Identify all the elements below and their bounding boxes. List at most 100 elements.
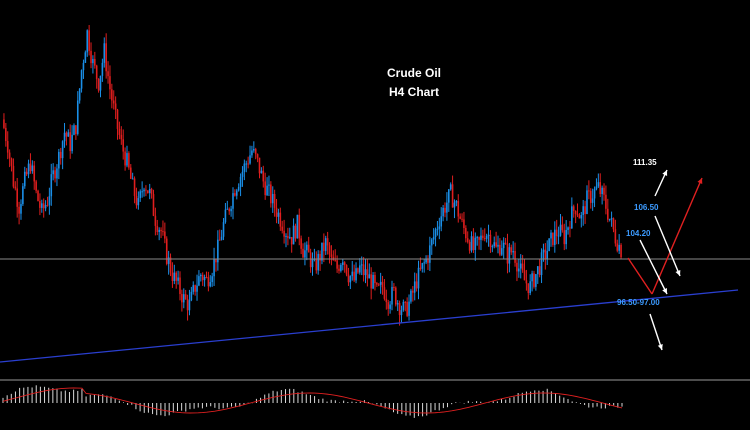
candle-body-166 xyxy=(317,253,319,271)
candle-body-101 xyxy=(194,285,196,292)
candle-body-38 xyxy=(75,125,77,134)
candle-body-216 xyxy=(412,290,414,293)
candle-body-289 xyxy=(550,232,552,239)
candle-body-89 xyxy=(171,272,174,282)
candle-body-100 xyxy=(192,285,195,292)
candle-body-299 xyxy=(569,227,571,229)
candle-body-252 xyxy=(480,235,482,240)
candle-body-103 xyxy=(198,276,200,286)
candle-body-126 xyxy=(241,171,244,177)
candle-body-178 xyxy=(340,264,342,271)
candle-body-153 xyxy=(292,225,295,245)
candle-body-310 xyxy=(589,190,592,203)
macd-signal-line xyxy=(2,387,623,414)
candle-body-275 xyxy=(523,270,526,281)
candle-body-132 xyxy=(253,149,255,151)
candle-body-254 xyxy=(483,238,486,240)
candle-body-323 xyxy=(614,229,617,244)
candle-body-99 xyxy=(190,291,193,301)
candle-body-259 xyxy=(493,242,496,247)
candle-body-88 xyxy=(169,257,172,273)
candle-body-218 xyxy=(415,281,418,289)
candle-body-217 xyxy=(413,281,416,293)
candle-body-270 xyxy=(514,250,516,263)
candle-body-85 xyxy=(164,231,166,239)
candle-body-30 xyxy=(59,151,62,159)
candle-body-276 xyxy=(525,280,528,284)
candle-body-148 xyxy=(283,230,285,237)
candle-body-180 xyxy=(343,262,346,266)
candle-body-121 xyxy=(232,193,234,209)
candle-body-78 xyxy=(150,188,153,195)
candle-body-118 xyxy=(226,208,229,210)
candle-body-308 xyxy=(586,190,588,214)
candle-body-320 xyxy=(608,218,611,220)
candle-body-183 xyxy=(349,276,352,283)
candle-body-322 xyxy=(612,218,615,230)
candle-body-176 xyxy=(336,260,338,269)
candle-body-228 xyxy=(434,229,437,238)
candle-body-3 xyxy=(8,152,11,159)
candle-body-282 xyxy=(536,266,539,275)
candle-body-113 xyxy=(217,239,219,263)
candle-body-175 xyxy=(334,260,337,262)
candle-body-234 xyxy=(446,202,448,213)
candle-body-46 xyxy=(90,50,92,64)
candle-body-204 xyxy=(389,304,391,309)
candle-body-10 xyxy=(22,186,24,205)
candle-body-66 xyxy=(128,153,130,168)
candle-body-84 xyxy=(162,231,164,233)
candle-body-221 xyxy=(421,263,424,269)
candle-body-131 xyxy=(251,150,253,156)
candle-body-12 xyxy=(25,171,28,175)
candle-body-134 xyxy=(256,154,259,158)
candle-body-167 xyxy=(319,253,321,261)
candle-body-226 xyxy=(430,239,433,246)
candle-body-227 xyxy=(432,237,435,240)
candle-body-267 xyxy=(508,247,511,264)
candle-body-312 xyxy=(593,189,596,199)
candle-body-117 xyxy=(224,209,227,223)
candle-body-108 xyxy=(207,277,210,287)
candle-body-186 xyxy=(355,268,357,281)
candle-body-199 xyxy=(379,281,382,285)
candle-body-191 xyxy=(364,269,367,276)
candle-body-94 xyxy=(181,294,183,303)
candle-body-212 xyxy=(404,301,407,303)
candle-body-207 xyxy=(394,287,397,305)
candle-body-265 xyxy=(504,242,507,245)
candle-body-70 xyxy=(135,195,138,206)
candle-body-49 xyxy=(95,65,98,79)
candle-body-284 xyxy=(540,252,543,275)
candle-body-93 xyxy=(179,277,181,295)
candle-body-81 xyxy=(156,225,159,233)
candle-body-76 xyxy=(147,190,149,193)
candle-body-264 xyxy=(502,242,505,249)
level-label-111-35: 111.35 xyxy=(633,158,657,167)
candle-body-287 xyxy=(546,250,549,259)
candle-body-23 xyxy=(46,205,49,207)
candle-body-165 xyxy=(315,258,318,271)
candle-body-36 xyxy=(71,134,73,152)
candle-body-219 xyxy=(417,267,420,289)
candle-body-40 xyxy=(78,88,81,101)
candle-body-71 xyxy=(137,198,140,206)
candle-body-182 xyxy=(347,274,350,283)
candle-body-79 xyxy=(152,194,155,216)
level-label-106-50: 106.50 xyxy=(634,203,659,212)
candle-body-57 xyxy=(111,89,113,101)
candle-body-20 xyxy=(41,203,43,208)
candle-body-13 xyxy=(27,163,30,175)
candle-body-19 xyxy=(39,200,41,208)
candle-body-279 xyxy=(531,273,533,282)
candle-body-4 xyxy=(10,158,13,166)
white-arrow-below-96-50 xyxy=(649,313,663,351)
candle-body-106 xyxy=(203,277,206,281)
candle-body-157 xyxy=(300,238,302,249)
candle-body-102 xyxy=(196,285,198,292)
candle-body-63 xyxy=(122,139,125,152)
candle-body-61 xyxy=(118,128,121,135)
candle-body-143 xyxy=(273,193,276,208)
level-label-96-50-97-00: 96.50-97.00 xyxy=(617,298,660,307)
